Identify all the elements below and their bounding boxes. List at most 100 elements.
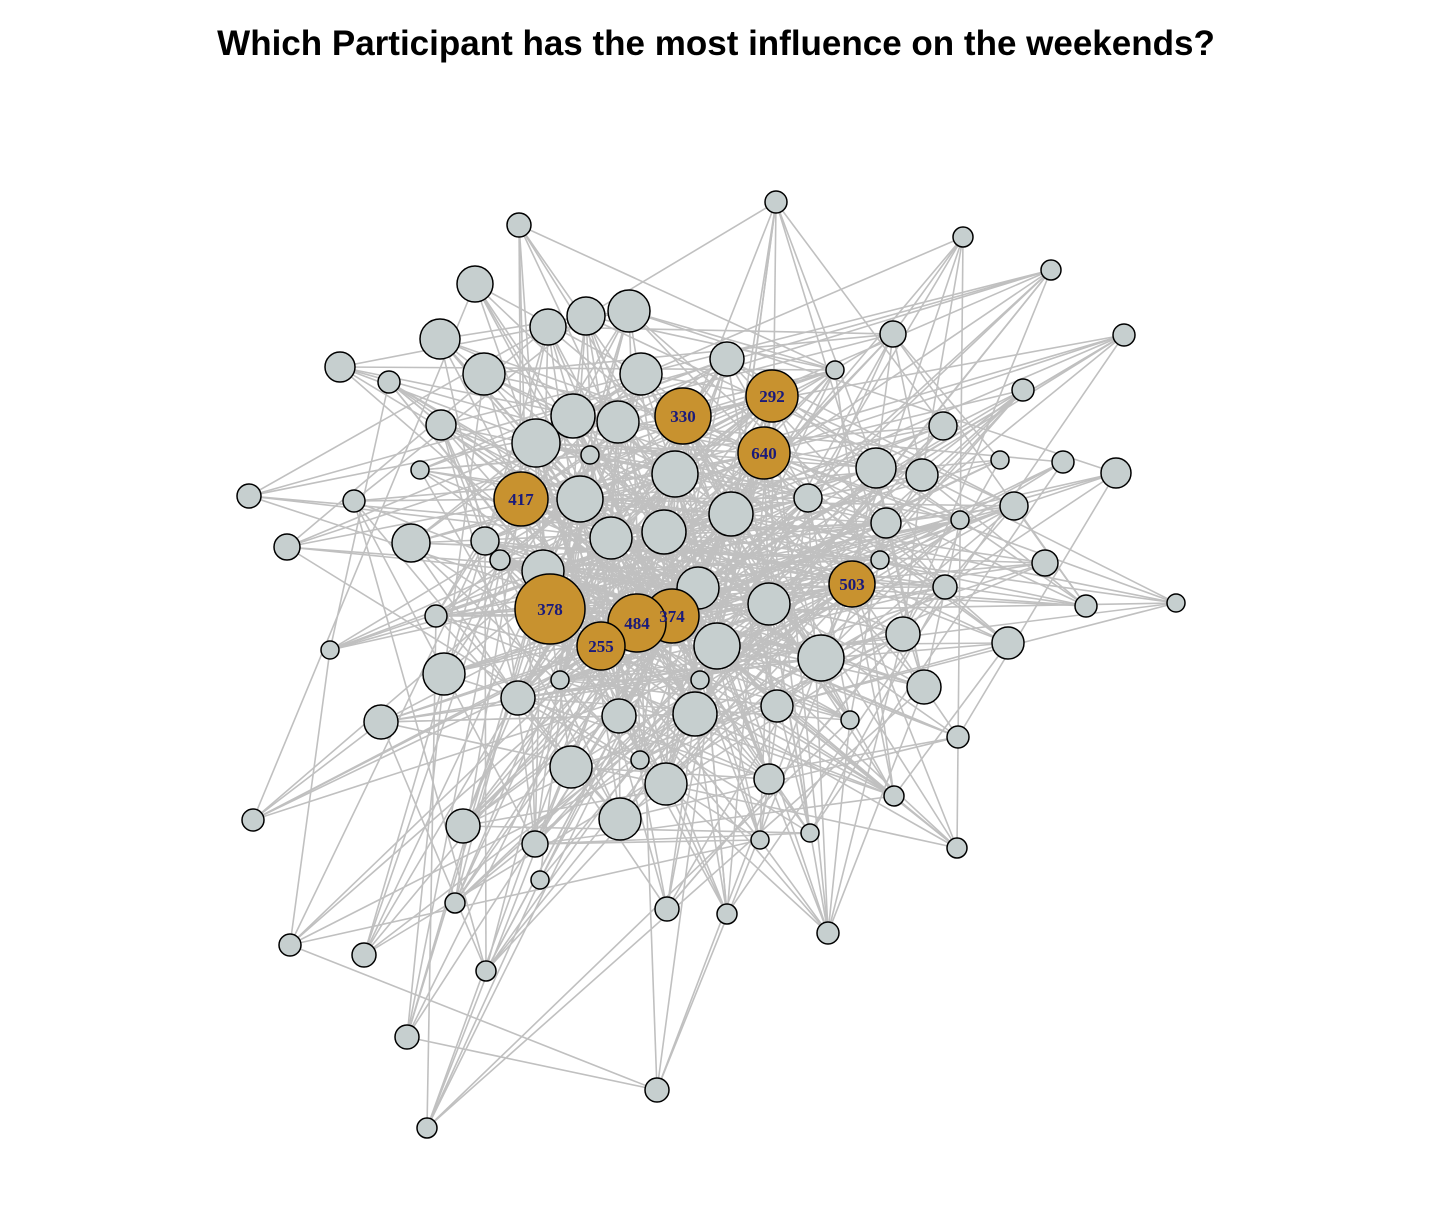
node [750, 830, 770, 850]
edge [248, 326, 549, 497]
node [320, 640, 340, 660]
node [394, 1024, 420, 1050]
node [363, 704, 399, 740]
edge [885, 389, 1024, 524]
node [651, 450, 699, 498]
node [855, 447, 897, 489]
edge [539, 454, 591, 881]
edge [674, 389, 1024, 475]
node-label: 503 [839, 575, 865, 594]
edge [656, 657, 822, 1091]
edge [921, 236, 964, 476]
node [816, 921, 840, 945]
edge [875, 467, 946, 588]
highlighted-node [576, 621, 626, 671]
node [764, 190, 788, 214]
node [521, 830, 549, 858]
edge [406, 1036, 658, 1091]
node [644, 762, 688, 806]
edge [694, 562, 1046, 715]
edge [923, 519, 961, 688]
node [530, 870, 550, 890]
edge [759, 839, 829, 934]
node [885, 616, 921, 652]
node [905, 458, 939, 492]
node [598, 797, 642, 841]
node-label: 292 [759, 387, 785, 406]
edge [628, 310, 765, 454]
edge [499, 452, 765, 561]
node-label: 330 [670, 407, 696, 426]
node [607, 289, 651, 333]
edge [820, 519, 961, 659]
edge [763, 452, 1177, 604]
edge [248, 495, 612, 539]
edge [426, 645, 602, 1129]
edge [435, 615, 895, 797]
edge [956, 236, 964, 849]
node [991, 626, 1025, 660]
edge [694, 269, 1052, 715]
node [580, 445, 600, 465]
node-label: 640 [751, 444, 777, 463]
node [241, 808, 265, 832]
node [883, 785, 905, 807]
edge [542, 559, 881, 572]
highlighted-node [514, 573, 586, 645]
edge [539, 615, 673, 881]
node [950, 510, 970, 530]
node [425, 409, 457, 441]
node [601, 698, 637, 734]
edge [534, 795, 895, 845]
node [672, 691, 718, 737]
node [278, 933, 302, 957]
edge [439, 338, 486, 542]
edge [517, 697, 667, 785]
edge [879, 505, 1015, 561]
chart-title: Which Participant has the most influence… [217, 24, 1215, 63]
node [797, 634, 845, 682]
edge [440, 373, 642, 426]
node [1074, 594, 1098, 618]
node [716, 903, 738, 925]
edge [559, 602, 1177, 681]
node [760, 689, 794, 723]
node [999, 491, 1029, 521]
node [500, 680, 536, 716]
node [870, 550, 890, 570]
edge [535, 442, 961, 521]
node [391, 523, 431, 563]
node [1112, 323, 1136, 347]
edge [619, 369, 836, 820]
node [870, 507, 902, 539]
edge [892, 333, 1001, 461]
node [619, 352, 663, 396]
node [879, 320, 907, 348]
edge [518, 224, 836, 371]
node [416, 1117, 438, 1139]
node [1051, 450, 1075, 474]
edge [286, 326, 549, 548]
edge [730, 513, 881, 561]
edge [534, 839, 761, 845]
node [444, 892, 466, 914]
edge [628, 310, 836, 371]
node [990, 450, 1010, 470]
node [641, 509, 687, 555]
node [630, 750, 650, 770]
node [906, 669, 942, 705]
edge [289, 839, 761, 946]
node [462, 352, 506, 396]
node [273, 533, 301, 561]
edge [406, 587, 699, 1038]
node [342, 489, 366, 513]
edge [775, 201, 944, 427]
edge [419, 454, 591, 471]
node [511, 418, 561, 468]
node [324, 351, 356, 383]
edge [671, 334, 1125, 617]
node [946, 725, 970, 749]
nodes [236, 190, 1186, 1139]
edge [589, 454, 809, 499]
